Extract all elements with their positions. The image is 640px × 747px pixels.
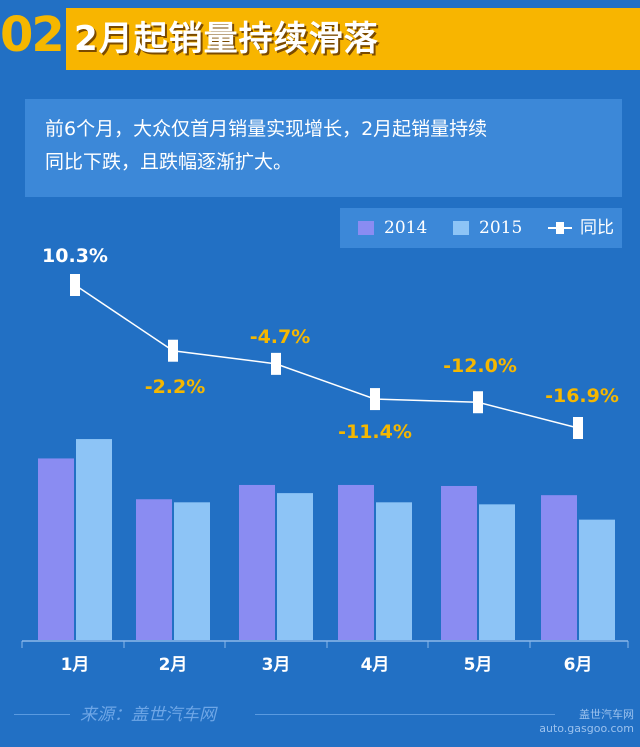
legend-label-2015: 2015 bbox=[479, 218, 523, 238]
yoy-label-1: 10.3% bbox=[42, 245, 108, 267]
bar-2014-4 bbox=[338, 484, 374, 640]
summary-line-1: 前6个月，大众仅首月销量实现增长，2月起销量持续 bbox=[45, 118, 488, 140]
bar-2014-3 bbox=[239, 484, 275, 640]
bar-2014-1 bbox=[38, 458, 74, 640]
yoy-marker-5 bbox=[473, 391, 483, 414]
x-tick-label-6: 6月 bbox=[564, 655, 593, 675]
watermark: 盖世汽车网 auto.gasgoo.com bbox=[539, 708, 634, 736]
bar-2014-5 bbox=[441, 485, 477, 640]
x-tick-label-2: 2月 bbox=[159, 655, 188, 675]
source-line-right bbox=[255, 714, 555, 715]
yoy-label-6: -16.9% bbox=[545, 385, 619, 407]
yoy-marker-1 bbox=[70, 274, 80, 296]
summary-line-2: 同比下跌，且跌幅逐渐扩大。 bbox=[45, 151, 293, 173]
legend-line-marker-icon bbox=[548, 222, 572, 234]
x-tick-label-4: 4月 bbox=[361, 655, 390, 675]
header-bar bbox=[66, 8, 640, 70]
bar-2015-4 bbox=[376, 502, 412, 640]
bar-2015-6 bbox=[579, 519, 615, 640]
bar-2014-6 bbox=[541, 495, 577, 640]
legend-item-yoy: 同比 bbox=[546, 208, 614, 248]
yoy-label-3: -4.7% bbox=[250, 326, 311, 348]
bar-2015-1 bbox=[76, 439, 112, 640]
watermark-line-2: auto.gasgoo.com bbox=[539, 722, 634, 735]
yoy-marker-6 bbox=[573, 417, 583, 439]
section-number: 02 bbox=[0, 0, 66, 70]
yoy-label-5: -12.0% bbox=[443, 355, 517, 377]
bar-2015-5 bbox=[479, 504, 515, 640]
summary-box: 前6个月，大众仅首月销量实现增长，2月起销量持续 同比下跌，且跌幅逐渐扩大。 bbox=[25, 99, 622, 197]
sales-chart: 1月 2月 3月 4月 5月 6月 10.3% -2.2% -4.7% -11.4% -12.0% -… bbox=[21, 245, 629, 675]
source-line-left bbox=[14, 714, 70, 715]
yoy-marker-2 bbox=[168, 339, 178, 362]
watermark-line-1: 盖世汽车网 bbox=[579, 708, 634, 721]
bar-2015-2 bbox=[174, 502, 210, 640]
legend-label-yoy: 同比 bbox=[580, 218, 614, 238]
source-footer: 来源：盖世汽车网 bbox=[0, 702, 640, 728]
bar-2014-2 bbox=[136, 499, 172, 640]
legend-item-2015: 2015 bbox=[453, 208, 522, 248]
yoy-marker-3 bbox=[271, 352, 281, 375]
yoy-marker-4 bbox=[370, 388, 380, 411]
yoy-line bbox=[74, 284, 579, 429]
bar-2015-3 bbox=[277, 493, 313, 640]
legend-item-2014: 2014 bbox=[358, 208, 427, 248]
yoy-label-4: -11.4% bbox=[338, 421, 412, 443]
legend-swatch-2014 bbox=[358, 221, 374, 235]
source-text: 来源：盖世汽车网 bbox=[80, 705, 216, 725]
x-tick-label-3: 3月 bbox=[262, 655, 291, 675]
x-tick-label-1: 1月 bbox=[61, 655, 90, 675]
yoy-label-2: -2.2% bbox=[145, 376, 206, 398]
chart-legend: 2014 2015 同比 bbox=[340, 208, 622, 248]
legend-swatch-2015 bbox=[453, 221, 469, 235]
page-title: 2月起销量持续滑落 bbox=[74, 19, 379, 59]
legend-label-2014: 2014 bbox=[384, 218, 428, 238]
x-tick-label-5: 5月 bbox=[464, 655, 493, 675]
